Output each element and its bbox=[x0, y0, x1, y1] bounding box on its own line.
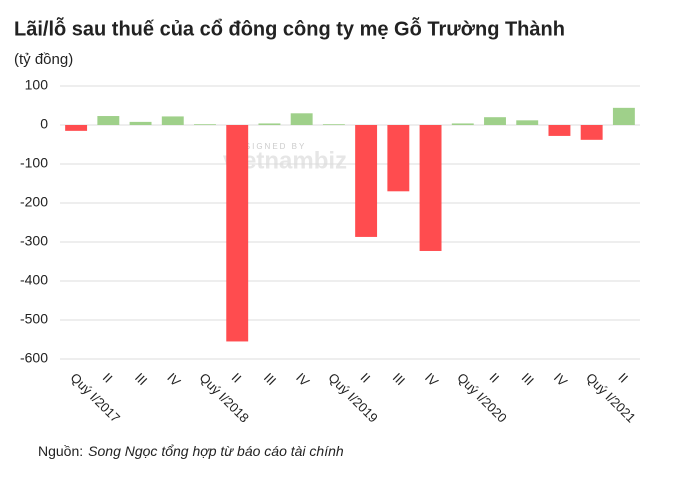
x-tick-label: Quý I/2017 bbox=[68, 370, 124, 426]
bar bbox=[194, 124, 216, 125]
bar bbox=[290, 113, 313, 125]
x-tick-label: IV bbox=[164, 370, 184, 390]
y-tick-label: -300 bbox=[20, 233, 48, 249]
x-tick-label: Quý I/2021 bbox=[583, 370, 639, 426]
bar bbox=[97, 116, 120, 125]
bar bbox=[65, 125, 88, 131]
x-tick-label: II bbox=[100, 370, 116, 386]
x-tick-label: III bbox=[390, 370, 408, 388]
bar bbox=[419, 125, 442, 251]
chart-title: Lãi/lỗ sau thuế của cổ đông công ty mẹ G… bbox=[14, 16, 565, 40]
bar bbox=[226, 125, 249, 342]
x-tick-label: IV bbox=[293, 370, 313, 390]
x-tick-label: III bbox=[132, 370, 150, 388]
bar bbox=[484, 117, 506, 125]
source: Nguồn: Song Ngọc tổng hợp từ báo cáo tài … bbox=[38, 443, 344, 459]
x-tick-label: II bbox=[486, 370, 502, 386]
bar bbox=[322, 124, 345, 125]
watermark-top: DESIGNED BY bbox=[230, 142, 307, 151]
x-tick-label: Quý I/2018 bbox=[196, 370, 252, 426]
x-tick-label: III bbox=[519, 370, 537, 388]
chart-subtitle: (tỷ đồng) bbox=[14, 51, 73, 68]
x-tick-label: II bbox=[229, 370, 245, 386]
x-tick-label: II bbox=[358, 370, 374, 386]
x-tick-label: III bbox=[261, 370, 279, 388]
bar bbox=[258, 123, 281, 125]
x-tick-label: Quý I/2020 bbox=[454, 370, 510, 426]
x-tick-label: Quý I/2019 bbox=[325, 370, 381, 426]
bar bbox=[580, 125, 603, 140]
y-tick-label: -200 bbox=[20, 194, 48, 210]
bar bbox=[129, 121, 152, 125]
bar bbox=[612, 107, 635, 125]
source-label: Nguồn: bbox=[38, 443, 83, 459]
y-tick-label: -400 bbox=[20, 272, 48, 288]
y-tick-label: -600 bbox=[20, 350, 48, 366]
bar bbox=[548, 125, 571, 136]
source-text: Song Ngọc tổng hợp từ báo cáo tài chính bbox=[88, 443, 344, 459]
bar bbox=[451, 123, 474, 125]
bar bbox=[387, 125, 410, 192]
y-tick-label: 0 bbox=[40, 116, 48, 132]
x-tick-label: IV bbox=[422, 370, 442, 390]
y-tick-label: -500 bbox=[20, 311, 48, 327]
bar bbox=[516, 120, 539, 125]
bar bbox=[355, 125, 378, 237]
y-tick-label: -100 bbox=[20, 155, 48, 171]
x-tick-label: II bbox=[615, 370, 631, 386]
y-tick-label: 100 bbox=[25, 77, 49, 93]
bar bbox=[161, 116, 184, 125]
x-tick-label: IV bbox=[551, 370, 571, 390]
